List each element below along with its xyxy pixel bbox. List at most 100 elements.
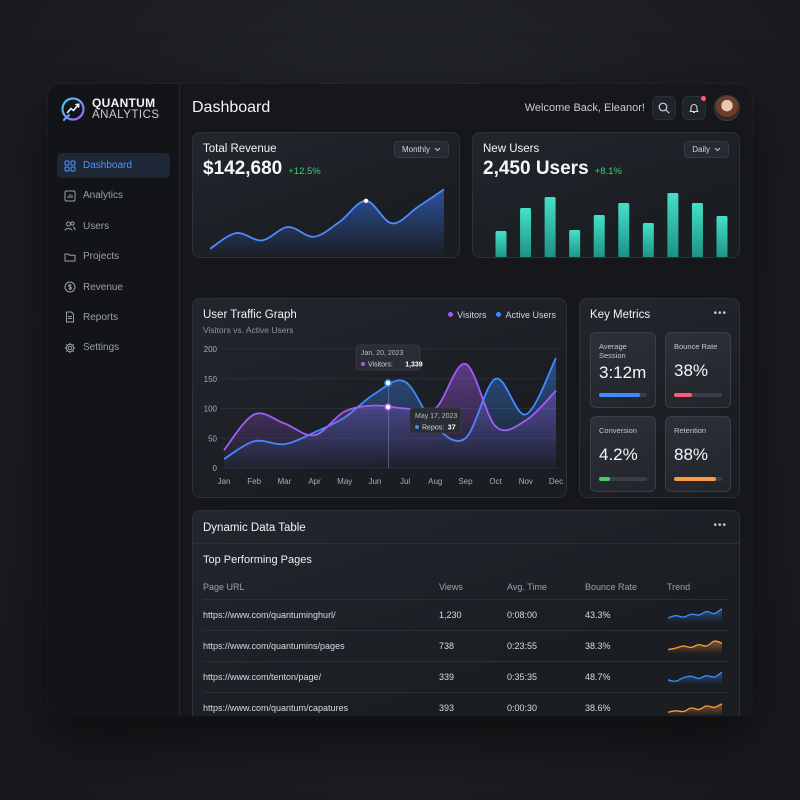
table-row[interactable]: https://www.com/quantuminghurl/1,230 0:08… xyxy=(203,598,729,630)
bell-icon xyxy=(689,104,699,114)
metric-tile-conversion[interactable]: Conversion 4.2% xyxy=(590,416,656,492)
col-header-bounce[interactable]: Bounce Rate xyxy=(585,581,638,592)
sidebar-item-users[interactable]: Users xyxy=(57,214,170,239)
cell-url[interactable]: https://www.com/quantuminghurl/ xyxy=(203,598,439,630)
tooltip-box xyxy=(409,407,462,434)
cell-url[interactable]: https://www.com/tenton/page/ xyxy=(203,660,439,692)
new-users-card: New Users 2,450 Users +8.1% Daily JanFebM… xyxy=(472,132,740,258)
traffic-y-tick: 200 xyxy=(204,345,218,354)
legend-visitors[interactable]: Visitors xyxy=(448,310,486,320)
revenue-line xyxy=(209,188,445,250)
sidebar-item-dashboard[interactable]: Dashboard xyxy=(57,153,170,178)
new-users-bar[interactable] xyxy=(618,203,630,258)
revenue-value: $142,680 xyxy=(203,158,283,179)
tooltip-label: Visitors: xyxy=(368,362,393,369)
sidebar-item-label: Settings xyxy=(83,342,120,354)
sidebar-item-label: Users xyxy=(83,220,110,232)
new-users-bar[interactable] xyxy=(667,193,679,258)
metric-tile-retention[interactable]: Retention 88% xyxy=(665,416,731,492)
table-row[interactable]: https://www.com/quantumins/pages 738 0:23:… xyxy=(203,629,729,661)
notification-badge xyxy=(701,96,706,101)
metric-tile-bounce-rate[interactable]: Bounce Rate 38% xyxy=(665,332,731,408)
legend-visitors-label: Visitors xyxy=(457,310,487,320)
more-options-icon[interactable]: ••• xyxy=(713,520,727,531)
logo-icon xyxy=(61,97,85,122)
cell-views: 393 xyxy=(439,691,507,716)
sidebar-item-projects[interactable]: Projects xyxy=(57,244,170,269)
col-header-time[interactable]: Avg. Time xyxy=(507,581,547,592)
revenue-chart: JanFebMarAprMayJunSepOctNovDec xyxy=(209,188,445,255)
divider xyxy=(193,543,739,544)
table-header-row: Page URL Views Avg. Time Bounce Rate Tre… xyxy=(203,575,729,599)
sidebar-item-settings[interactable]: Settings xyxy=(57,335,170,360)
sidebar-nav: Dashboard Analytics Users Projects Revenue Re… xyxy=(57,153,170,366)
new-users-bar[interactable] xyxy=(642,223,654,258)
new-users-bar[interactable] xyxy=(593,215,605,258)
cell-avg-time: 0:35:35 xyxy=(507,660,585,692)
new-users-period-dropdown[interactable]: Daily xyxy=(684,141,729,158)
traffic-x-tick: Jun xyxy=(368,477,381,486)
cell-url[interactable]: https://www.com/quantumins/pages xyxy=(203,629,439,661)
traffic-legend: Visitors Active Users xyxy=(448,310,556,320)
new-users-bar[interactable] xyxy=(716,216,728,258)
trend-sparkline xyxy=(667,702,723,716)
col-header-url[interactable]: Page URL xyxy=(203,581,245,592)
sidebar-item-label: Revenue xyxy=(83,281,124,293)
traffic-x-tick: Oct xyxy=(489,477,502,486)
sidebar-item-revenue[interactable]: Revenue xyxy=(57,275,170,300)
revenue-delta: +12.5% xyxy=(288,166,321,177)
more-options-icon[interactable]: ••• xyxy=(713,308,727,319)
series-line-visitors xyxy=(223,362,557,451)
cell-trend xyxy=(667,660,729,692)
revenue-period-dropdown[interactable]: Monthly xyxy=(393,141,449,158)
new-users-bar[interactable] xyxy=(544,197,556,258)
sidebar-item-label: Reports xyxy=(83,311,119,323)
metric-progress-fill xyxy=(599,393,640,397)
metric-tile-average-session[interactable]: Average Session 3:12m xyxy=(590,332,656,408)
tooltip-date: Jan. 20, 2023 xyxy=(361,350,404,357)
traffic-x-tick: Sep xyxy=(458,477,473,486)
new-users-bar[interactable] xyxy=(495,231,507,258)
table-row[interactable]: https://www.com/tenton/page/339 0:35:35 48… xyxy=(203,660,729,692)
bar-chart-icon xyxy=(64,190,76,202)
tooltip-value: 37 xyxy=(448,425,456,432)
traffic-y-tick: 50 xyxy=(208,434,217,443)
notifications-button[interactable] xyxy=(682,96,706,120)
metric-progress-fill xyxy=(674,393,693,397)
avatar[interactable] xyxy=(714,95,740,121)
sidebar-item-analytics[interactable]: Analytics xyxy=(57,183,170,208)
sidebar-item-reports[interactable]: Reports xyxy=(57,305,170,330)
metric-progress-track xyxy=(599,393,647,397)
metric-label: Bounce Rate xyxy=(674,342,718,351)
visitors-point[interactable] xyxy=(384,403,392,411)
main-content: Dashboard Welcome Back, Eleanor! Total R… xyxy=(180,84,752,716)
revenue-point[interactable] xyxy=(363,198,369,204)
users-icon xyxy=(64,221,76,231)
revenue-value-row: $142,680 +12.5% xyxy=(203,158,321,180)
col-header-views[interactable]: Views xyxy=(439,581,463,592)
new-users-bar[interactable] xyxy=(520,208,532,258)
search-button[interactable] xyxy=(652,96,676,120)
metric-value: 88% xyxy=(674,445,709,464)
tooltip-dot xyxy=(361,362,365,366)
legend-active-users[interactable]: Active Users xyxy=(496,310,556,320)
table-row[interactable]: https://www.com/quantum/capatures 393 0:00… xyxy=(203,691,729,716)
sidebar: QUANTUM ANALYTICS Dashboard Analytics User… xyxy=(48,84,180,716)
tooltip-value: 1,339 xyxy=(405,362,423,369)
new-users-delta: +8.1% xyxy=(594,166,622,177)
trend-sparkline xyxy=(667,671,723,685)
active-users-point[interactable] xyxy=(384,379,392,387)
cell-url[interactable]: https://www.com/quantum/capatures xyxy=(203,691,439,716)
brand-logo[interactable]: QUANTUM ANALYTICS xyxy=(60,96,160,122)
welcome-message: Welcome Back, Eleanor! xyxy=(524,102,645,114)
new-users-bar[interactable] xyxy=(691,203,703,258)
col-header-trend[interactable]: Trend xyxy=(667,581,691,592)
tooltip-label: Repos: xyxy=(422,425,444,432)
tooltip: Jan. 20, 2023 Visitors: 1,339 xyxy=(355,344,423,371)
sidebar-item-label: Dashboard xyxy=(83,160,132,171)
table-title: Dynamic Data Table xyxy=(203,522,306,534)
revenue-area xyxy=(210,189,444,255)
metric-label: Conversion xyxy=(599,426,637,435)
new-users-bar[interactable] xyxy=(569,230,581,258)
